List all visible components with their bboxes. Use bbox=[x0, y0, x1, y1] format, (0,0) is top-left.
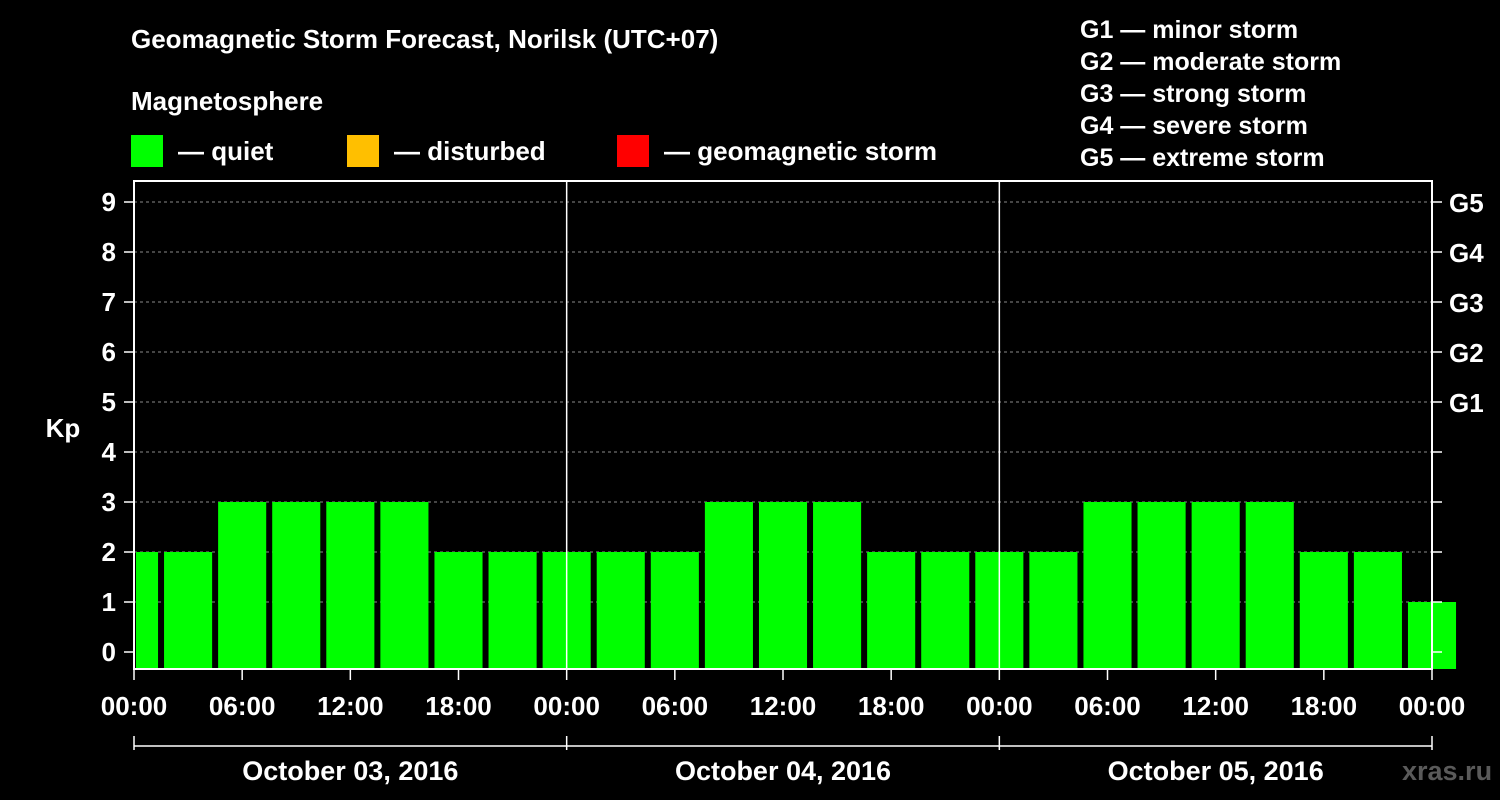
watermark: xras.ru bbox=[1402, 756, 1493, 786]
legend-disturbed: — disturbed bbox=[347, 134, 546, 168]
legend-swatch-storm bbox=[617, 135, 649, 167]
bar bbox=[704, 502, 753, 669]
y-tick-label: 1 bbox=[102, 587, 116, 617]
bar bbox=[758, 502, 808, 669]
bar bbox=[813, 502, 862, 669]
legend-label-storm: — geomagnetic storm bbox=[664, 135, 938, 166]
y-tick-label: 6 bbox=[102, 337, 116, 367]
x-tick-label: 12:00 bbox=[1182, 691, 1249, 721]
legend-storm: — geomagnetic storm bbox=[617, 134, 937, 168]
date-label: October 03, 2016 bbox=[242, 756, 458, 786]
g-scale-label: G3 bbox=[1449, 288, 1484, 318]
storm-scale-legend: G1 — minor storm G2 — moderate storm G3 … bbox=[1080, 14, 1341, 174]
bar bbox=[136, 552, 159, 669]
y-tick-label: 0 bbox=[102, 637, 116, 667]
bar bbox=[1191, 502, 1240, 669]
x-tick-label: 00:00 bbox=[101, 691, 168, 721]
g-scale-label: G1 bbox=[1449, 388, 1484, 418]
legend-label-disturbed: — disturbed bbox=[394, 135, 546, 166]
bar bbox=[1245, 502, 1294, 669]
y-tick-label: 3 bbox=[102, 487, 116, 517]
x-tick-label: 06:00 bbox=[209, 691, 276, 721]
x-tick-label: 12:00 bbox=[750, 691, 817, 721]
y-tick-label: 8 bbox=[102, 237, 116, 267]
x-tick-label: 06:00 bbox=[642, 691, 709, 721]
y-tick-label: 5 bbox=[102, 387, 116, 417]
x-tick-label: 06:00 bbox=[1074, 691, 1141, 721]
legend-swatch-disturbed bbox=[347, 135, 379, 167]
bar bbox=[434, 552, 483, 669]
bar bbox=[272, 502, 321, 669]
bar bbox=[1353, 552, 1402, 669]
x-tick-label: 00:00 bbox=[1399, 691, 1466, 721]
bar bbox=[921, 552, 970, 669]
scale-g1: G1 — minor storm bbox=[1080, 16, 1299, 44]
bar bbox=[1083, 502, 1132, 669]
scale-g5: G5 — extreme storm bbox=[1080, 144, 1325, 172]
scale-g2: G2 — moderate storm bbox=[1080, 48, 1342, 76]
date-label: October 04, 2016 bbox=[675, 756, 891, 786]
x-tick-label: 00:00 bbox=[533, 691, 600, 721]
x-tick-label: 00:00 bbox=[966, 691, 1033, 721]
bar bbox=[1029, 552, 1078, 669]
chart-subtitle: Magnetosphere bbox=[131, 86, 324, 116]
bar bbox=[380, 502, 429, 669]
bar bbox=[650, 552, 699, 669]
chart-title: Geomagnetic Storm Forecast, Norilsk (UTC… bbox=[131, 24, 719, 54]
legend-label-quiet: — quiet bbox=[178, 135, 274, 166]
bar bbox=[218, 502, 267, 669]
y-tick-label: 9 bbox=[102, 187, 116, 217]
y-tick-label: 4 bbox=[102, 437, 117, 467]
y-axis-label: Kp bbox=[46, 413, 81, 443]
y-tick-label: 2 bbox=[102, 537, 116, 567]
g-scale-label: G4 bbox=[1449, 238, 1484, 268]
scale-g3: G3 — strong storm bbox=[1080, 80, 1307, 108]
bar bbox=[596, 552, 645, 669]
bar bbox=[1137, 502, 1186, 669]
bar bbox=[164, 552, 213, 669]
bar bbox=[1299, 552, 1348, 669]
date-label: October 05, 2016 bbox=[1108, 756, 1324, 786]
g-scale-label: G5 bbox=[1449, 188, 1484, 218]
bar bbox=[488, 552, 537, 669]
x-tick-label: 18:00 bbox=[858, 691, 925, 721]
x-tick-label: 18:00 bbox=[1291, 691, 1358, 721]
bar bbox=[867, 552, 916, 669]
x-tick-label: 18:00 bbox=[425, 691, 492, 721]
legend-quiet: — quiet bbox=[131, 134, 273, 168]
y-tick-label: 7 bbox=[102, 287, 116, 317]
scale-g4: G4 — severe storm bbox=[1080, 112, 1308, 140]
g-scale-label: G2 bbox=[1449, 338, 1484, 368]
bar bbox=[326, 502, 375, 669]
legend-swatch-quiet bbox=[131, 135, 163, 167]
x-tick-label: 12:00 bbox=[317, 691, 384, 721]
